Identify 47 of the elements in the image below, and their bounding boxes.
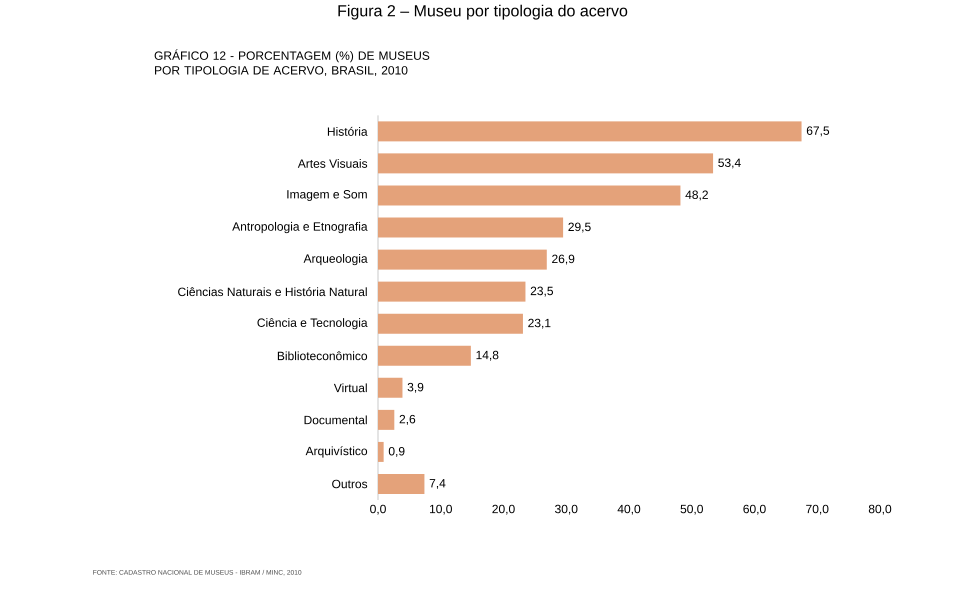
bar	[378, 153, 714, 174]
data-label: 0,9	[388, 446, 404, 457]
y-tick-label: História	[328, 126, 368, 136]
x-tick-label: 20,0	[492, 504, 515, 515]
x-tick-label: 30,0	[555, 504, 578, 515]
x-tick-label: 10,0	[430, 504, 452, 515]
bar	[378, 185, 680, 206]
y-tick-label: Artes Visuais	[298, 159, 368, 168]
data-label: 7,4	[430, 479, 446, 489]
y-tick-label: Imagem e Som	[287, 190, 367, 201]
bar	[378, 314, 523, 334]
bar	[378, 378, 402, 398]
y-tick-label: Virtual	[334, 383, 367, 392]
y-tick-label: Arqueologia	[304, 254, 368, 266]
data-label: 53,4	[718, 158, 741, 168]
x-tick-label: 70,0	[806, 504, 828, 515]
bar	[378, 346, 471, 366]
bar	[378, 250, 547, 270]
x-tick-label: 50,0	[680, 504, 703, 515]
bar	[378, 410, 394, 430]
y-tick-label: Biblioteconômico	[278, 351, 368, 360]
bar	[378, 442, 384, 462]
chart-subtitle: GRÁFICO 12 - PORCENTAGEM (%) DE MUSEUS POR TIPOLOGIA DE ACERVO, BRASIL, 2010	[154, 49, 430, 76]
bar	[378, 218, 564, 238]
x-tick-label: 0,0	[370, 504, 386, 515]
data-label: 23,1	[528, 318, 550, 329]
y-tick-label: Ciência e Tecnologia	[257, 318, 368, 330]
bar	[378, 282, 526, 302]
y-tick-label: Documental	[304, 415, 367, 424]
x-tick-label: 40,0	[618, 504, 640, 515]
y-tick-label: Outros	[332, 480, 368, 488]
chart-title: Figura 2 – Museu por tipologia do acervo	[338, 4, 628, 20]
data-label: 2,6	[400, 414, 416, 425]
data-label: 23,5	[530, 286, 554, 297]
data-label: 14,8	[476, 350, 498, 361]
y-tick-label: Arquivístico	[306, 446, 368, 458]
x-tick-label: 80,0	[868, 504, 892, 515]
y-tick-label: Ciências Naturais e História Natural	[178, 287, 367, 296]
bar	[378, 121, 802, 142]
bar	[378, 474, 424, 494]
data-label: 29,5	[568, 222, 591, 232]
data-label: 67,5	[806, 126, 830, 136]
y-tick-label: Antropologia e Etnografia	[232, 222, 368, 234]
data-label: 48,2	[685, 190, 708, 200]
data-label: 3,9	[408, 382, 424, 393]
x-tick-label: 60,0	[743, 504, 766, 515]
data-label: 26,9	[552, 254, 574, 265]
